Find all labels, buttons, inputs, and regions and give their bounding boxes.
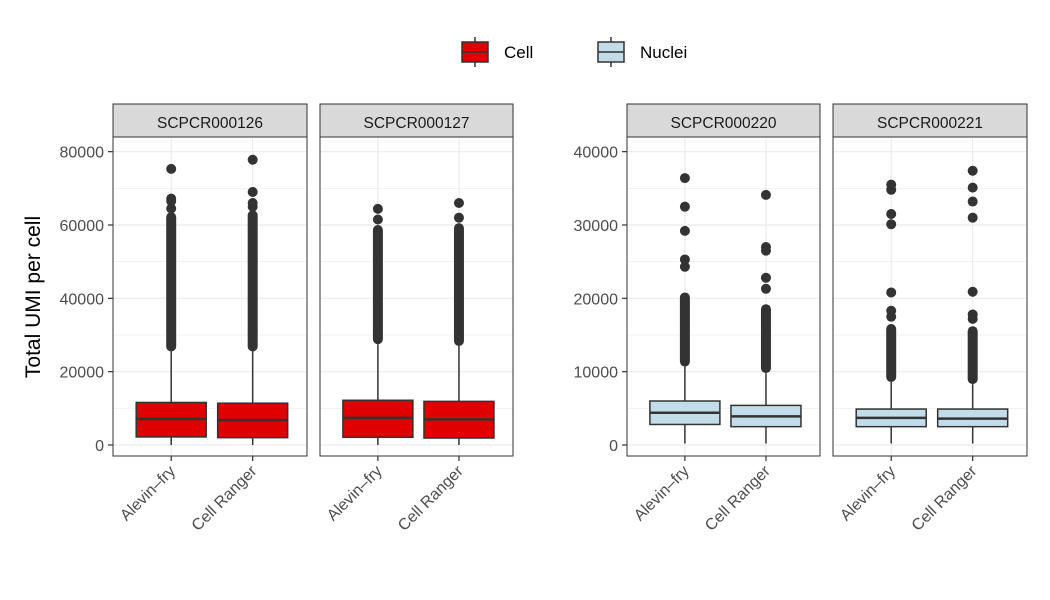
box-alevin-fry — [649, 173, 721, 444]
legend-label-cell: Cell — [504, 43, 533, 62]
outlier-point — [166, 163, 177, 174]
box-alevin-fry — [855, 179, 927, 444]
y-axis-title: Total UMI per cell — [22, 216, 45, 378]
outlier-point — [760, 189, 771, 200]
panel-border — [319, 136, 514, 457]
outlier-point — [967, 165, 978, 176]
x-tick-label: Cell Ranger — [702, 462, 774, 534]
outlier-point — [453, 198, 464, 208]
panel-scpcr000221: SCPCR000221 Alevin–fry Cell Ranger — [832, 103, 1028, 535]
outlier-band — [453, 223, 464, 346]
outlier-point — [247, 187, 258, 197]
panel-background — [833, 137, 1027, 456]
panel-border — [832, 136, 1028, 457]
y-tick-label: 10000 — [574, 365, 619, 382]
outlier-point — [967, 182, 978, 193]
panel-title: SCPCR000220 — [671, 115, 777, 132]
outlier-band — [679, 292, 690, 367]
plot-area: 0 20000 40000 60000 80000 SCPCR000126 Alevin–f… — [60, 103, 1028, 535]
y-tick-label: 20000 — [574, 291, 619, 308]
y-tick-label: 0 — [609, 438, 618, 455]
outlier-point — [760, 272, 771, 283]
panel-border — [112, 136, 308, 457]
outlier-band — [967, 326, 978, 385]
x-tick-label: Cell Ranger — [909, 462, 981, 534]
outlier-point — [679, 201, 690, 212]
outlier-point — [372, 203, 383, 214]
x-tick-label: Alevin–fry — [324, 463, 386, 525]
legend-label-nuclei: Nuclei — [640, 43, 687, 62]
outlier-point — [886, 305, 897, 316]
outlier-point — [967, 309, 978, 320]
panel-title: SCPCR000127 — [364, 115, 470, 132]
legend: Cell Nuclei — [461, 37, 687, 67]
outlier-point — [967, 212, 978, 223]
outlier-point — [453, 212, 464, 223]
x-tick-label: Cell Ranger — [189, 462, 261, 534]
outlier-point — [886, 287, 897, 298]
y-tick-label: 60000 — [60, 218, 105, 235]
box-cell-ranger — [216, 154, 289, 445]
outlier-band — [372, 225, 383, 345]
outlier-point — [679, 225, 690, 236]
box-cell-ranger — [936, 165, 1009, 444]
x-tick-label: Alevin–fry — [117, 463, 179, 525]
panel-title: SCPCR000126 — [157, 115, 263, 132]
y-tick-label: 80000 — [60, 145, 105, 162]
outlier-point — [967, 286, 978, 297]
panel-scpcr000126: SCPCR000126 Alevin–fry Cell Ranger — [112, 103, 308, 535]
group-nuclei: 0 10000 20000 30000 40000 SCPCR000220 Alevin–f… — [574, 103, 1028, 535]
panel-strip — [112, 103, 308, 138]
box-alevin-fry — [342, 203, 414, 445]
panel-border — [626, 136, 821, 457]
outlier-band — [760, 304, 771, 374]
outlier-point — [166, 203, 177, 214]
panel-title: SCPCR000221 — [877, 115, 983, 132]
y-tick-label: 30000 — [574, 218, 619, 235]
outlier-point — [886, 179, 897, 190]
box-cell-ranger — [423, 198, 495, 445]
outlier-point — [679, 261, 690, 272]
outlier-band — [166, 212, 177, 352]
y-tick-label: 40000 — [574, 145, 619, 162]
box-alevin-fry — [135, 163, 207, 445]
legend-item-nuclei: Nuclei — [597, 37, 687, 67]
outlier-point — [760, 283, 771, 294]
y-tick-label: 40000 — [60, 291, 105, 308]
outlier-point — [372, 214, 383, 225]
outlier-point — [886, 219, 897, 230]
outlier-point — [166, 193, 177, 204]
x-tick-label: Cell Ranger — [395, 462, 467, 534]
outlier-band — [247, 210, 258, 352]
outlier-point — [247, 198, 258, 208]
outlier-point — [679, 173, 690, 184]
outlier-point — [247, 154, 258, 165]
x-tick-label: Alevin–fry — [837, 463, 899, 525]
outlier-band — [886, 324, 897, 382]
panel-strip — [832, 103, 1028, 138]
y-tick-label: 0 — [95, 438, 104, 455]
group-cell: 0 20000 40000 60000 80000 SCPCR000126 Alevin–f… — [60, 103, 514, 535]
y-tick-label: 20000 — [60, 365, 105, 382]
x-tick-label: Alevin–fry — [631, 463, 693, 525]
box-cell-ranger — [730, 189, 802, 444]
legend-item-cell: Cell — [461, 37, 533, 67]
panel-strip — [319, 103, 514, 138]
panel-scpcr000220: SCPCR000220 Alevin–fry Cell Ranger — [626, 103, 821, 535]
outlier-point — [679, 254, 690, 265]
outlier-point — [760, 242, 771, 252]
panel-scpcr000127: SCPCR000127 Alevin–fry Cell Ranger — [319, 103, 514, 535]
outlier-point — [886, 209, 897, 219]
outlier-point — [967, 196, 978, 207]
